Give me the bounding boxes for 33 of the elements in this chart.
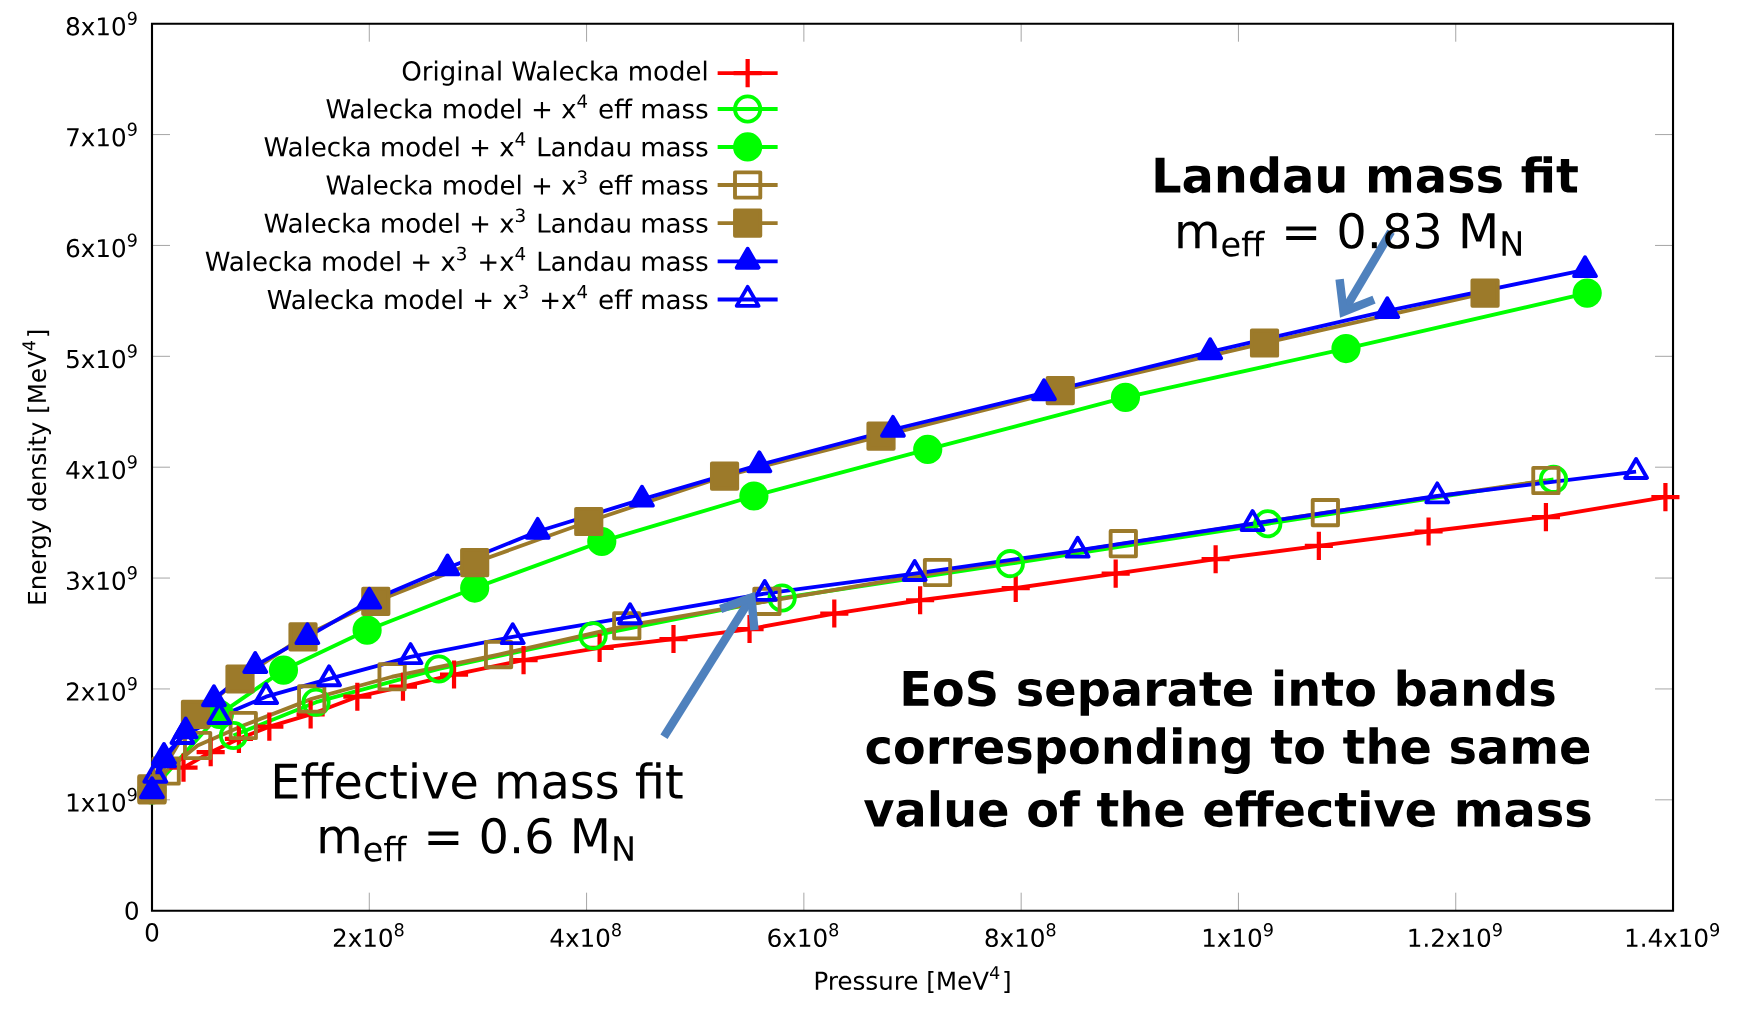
x-tick-label: 1.2x10$^{9}$: [1409, 923, 1502, 948]
annotation: Effective mass fit: [274, 762, 683, 800]
legend-label: Walecka model + x$^{3}$ +x$^{4}$ Landau mass: [205, 246, 708, 272]
y-tick-label: 2x10$^{9}$: [66, 677, 137, 702]
annotation: m$_{eff}$ = 0.83 M$_{N}$: [1178, 212, 1521, 257]
legend-label: Original Walecka model: [402, 60, 707, 86]
x-tick-label: 6x10$^{8}$: [768, 923, 839, 948]
annotation: corresponding to the same: [866, 727, 1590, 775]
legend-label: Walecka model + x$^{3}$ eff mass: [326, 170, 708, 195]
legend-label: Walecka model + x$^{4}$ Landau mass: [264, 132, 708, 157]
annotation: EoS separate into bands: [903, 669, 1555, 716]
x-tick-label: 8x10$^{8}$: [985, 923, 1056, 948]
y-tick-label: 4x10$^{9}$: [66, 455, 137, 480]
y-tick-label: 3x10$^{9}$: [67, 566, 137, 591]
x-tick-label: 0: [145, 923, 159, 942]
y-tick-label: 7x10$^{9}$: [67, 122, 137, 147]
annotation: Landau mass fit: [1155, 156, 1578, 194]
legend-label: Walecka model + x$^{4}$ eff mass: [326, 94, 708, 119]
y-axis-title: Energy density [MeV$^{4}$]: [22, 330, 52, 604]
annotation: m$_{eff}$ = 0.6 M$_{N}$: [320, 817, 633, 862]
x-tick-label: 1x10$^{9}$: [1203, 923, 1273, 948]
x-axis-title: Pressure [MeV$^{4}$]: [815, 966, 1010, 994]
legend-label: Walecka model + x$^{3}$ Landau mass: [264, 208, 708, 234]
x-tick-label: 1.4x10$^{9}$: [1626, 923, 1720, 948]
y-tick-label: 6x10$^{9}$: [66, 233, 137, 258]
annotation: value of the effective mass: [864, 790, 1591, 828]
y-tick-label: 1x10$^{9}$: [67, 787, 137, 812]
x-tick-label: 2x10$^{8}$: [333, 923, 404, 948]
y-tick-label: 8x10$^{9}$: [66, 11, 137, 36]
legend-label: Walecka model + x$^{3}$ +x$^{4}$ eff mass: [267, 285, 708, 310]
y-tick-label: 0: [125, 901, 138, 921]
y-tick-label: 5x10$^{9}$: [67, 344, 137, 369]
x-tick-label: 4x10$^{8}$: [550, 923, 621, 948]
